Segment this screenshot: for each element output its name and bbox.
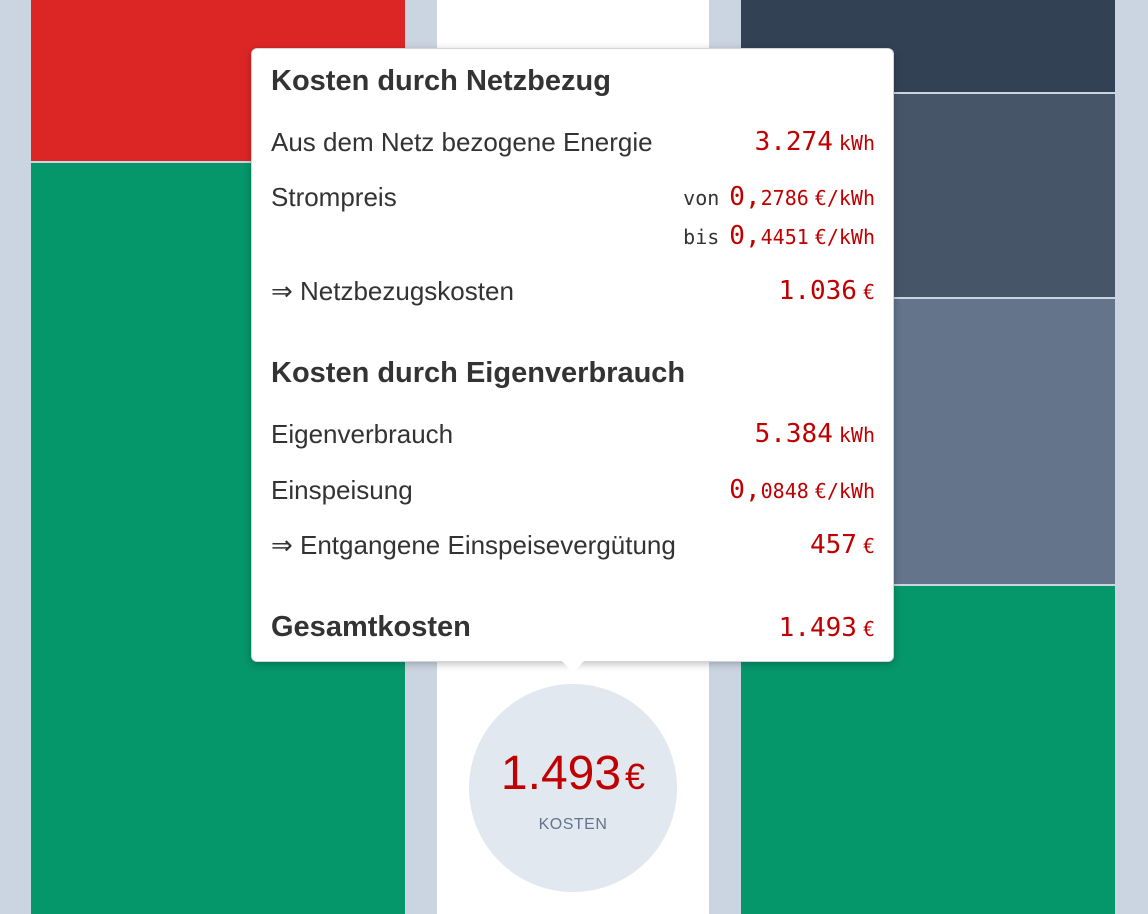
self-consumption-number: 5.384	[754, 419, 833, 449]
total-costs-label: Gesamtkosten	[271, 611, 471, 643]
grid-energy-unit: kWh	[838, 131, 875, 155]
self-consumption-unit: kWh	[838, 423, 875, 447]
total-cost-number: 1.493	[500, 747, 622, 800]
grid-costs-title: Kosten durch Netzbezug	[271, 65, 611, 97]
grid-energy-number: 3.274	[754, 127, 833, 157]
total-costs-unit: €	[862, 617, 875, 641]
price-to-int: 0,	[729, 221, 761, 251]
price-label: Strompreis	[271, 182, 397, 212]
lost-feedin-label: ⇒ Entgangene Einspeisevergütung	[271, 530, 676, 560]
feedin-value: 0,0848 €/kWh	[729, 475, 875, 505]
total-cost-currency: €	[625, 756, 646, 797]
lost-feedin-value: 457 €	[810, 530, 875, 560]
price-to-unit: €/kWh	[814, 225, 875, 249]
grid-energy-value: 3.274 kWh	[755, 127, 875, 157]
grid-energy-label: Aus dem Netz bezogene Energie	[271, 127, 653, 157]
feedin-dec: 0848	[760, 479, 809, 503]
total-costs-value: 1.493 €	[779, 613, 875, 643]
price-from-dec: 2786	[760, 186, 809, 210]
grid-costs-label: ⇒ Netzbezugskosten	[271, 276, 514, 306]
lost-feedin-number: 457	[809, 530, 857, 560]
grid-costs-number: 1.036	[778, 276, 857, 306]
total-cost-value: 1.493 €	[469, 746, 677, 801]
total-cost-circle[interactable]: 1.493 € KOSTEN	[469, 684, 677, 892]
lost-feedin-unit: €	[862, 534, 875, 558]
price-from-int: 0,	[729, 182, 761, 212]
cost-tooltip: Kosten durch Netzbezug Aus dem Netz bezo…	[251, 48, 894, 662]
self-consumption-label: Eigenverbrauch	[271, 419, 454, 449]
price-from-unit: €/kWh	[814, 186, 875, 210]
price-from-value: von 0,2786 €/kWh	[683, 182, 875, 212]
tooltip-arrow	[561, 660, 585, 673]
self-costs-title: Kosten durch Eigenverbrauch	[271, 357, 686, 389]
price-to-value: bis 0,4451 €/kWh	[683, 221, 875, 251]
total-costs-number: 1.493	[778, 613, 857, 643]
price-to-prefix: bis	[683, 225, 720, 249]
self-consumption-value: 5.384 kWh	[755, 419, 875, 449]
grid-costs-unit: €	[862, 280, 875, 304]
feedin-label: Einspeisung	[271, 475, 413, 505]
total-cost-label: KOSTEN	[538, 816, 608, 833]
feedin-int: 0,	[729, 475, 761, 505]
price-from-prefix: von	[683, 186, 720, 210]
feedin-unit: €/kWh	[814, 479, 875, 503]
grid-costs-value: 1.036 €	[779, 276, 875, 306]
price-to-dec: 4451	[760, 225, 809, 249]
